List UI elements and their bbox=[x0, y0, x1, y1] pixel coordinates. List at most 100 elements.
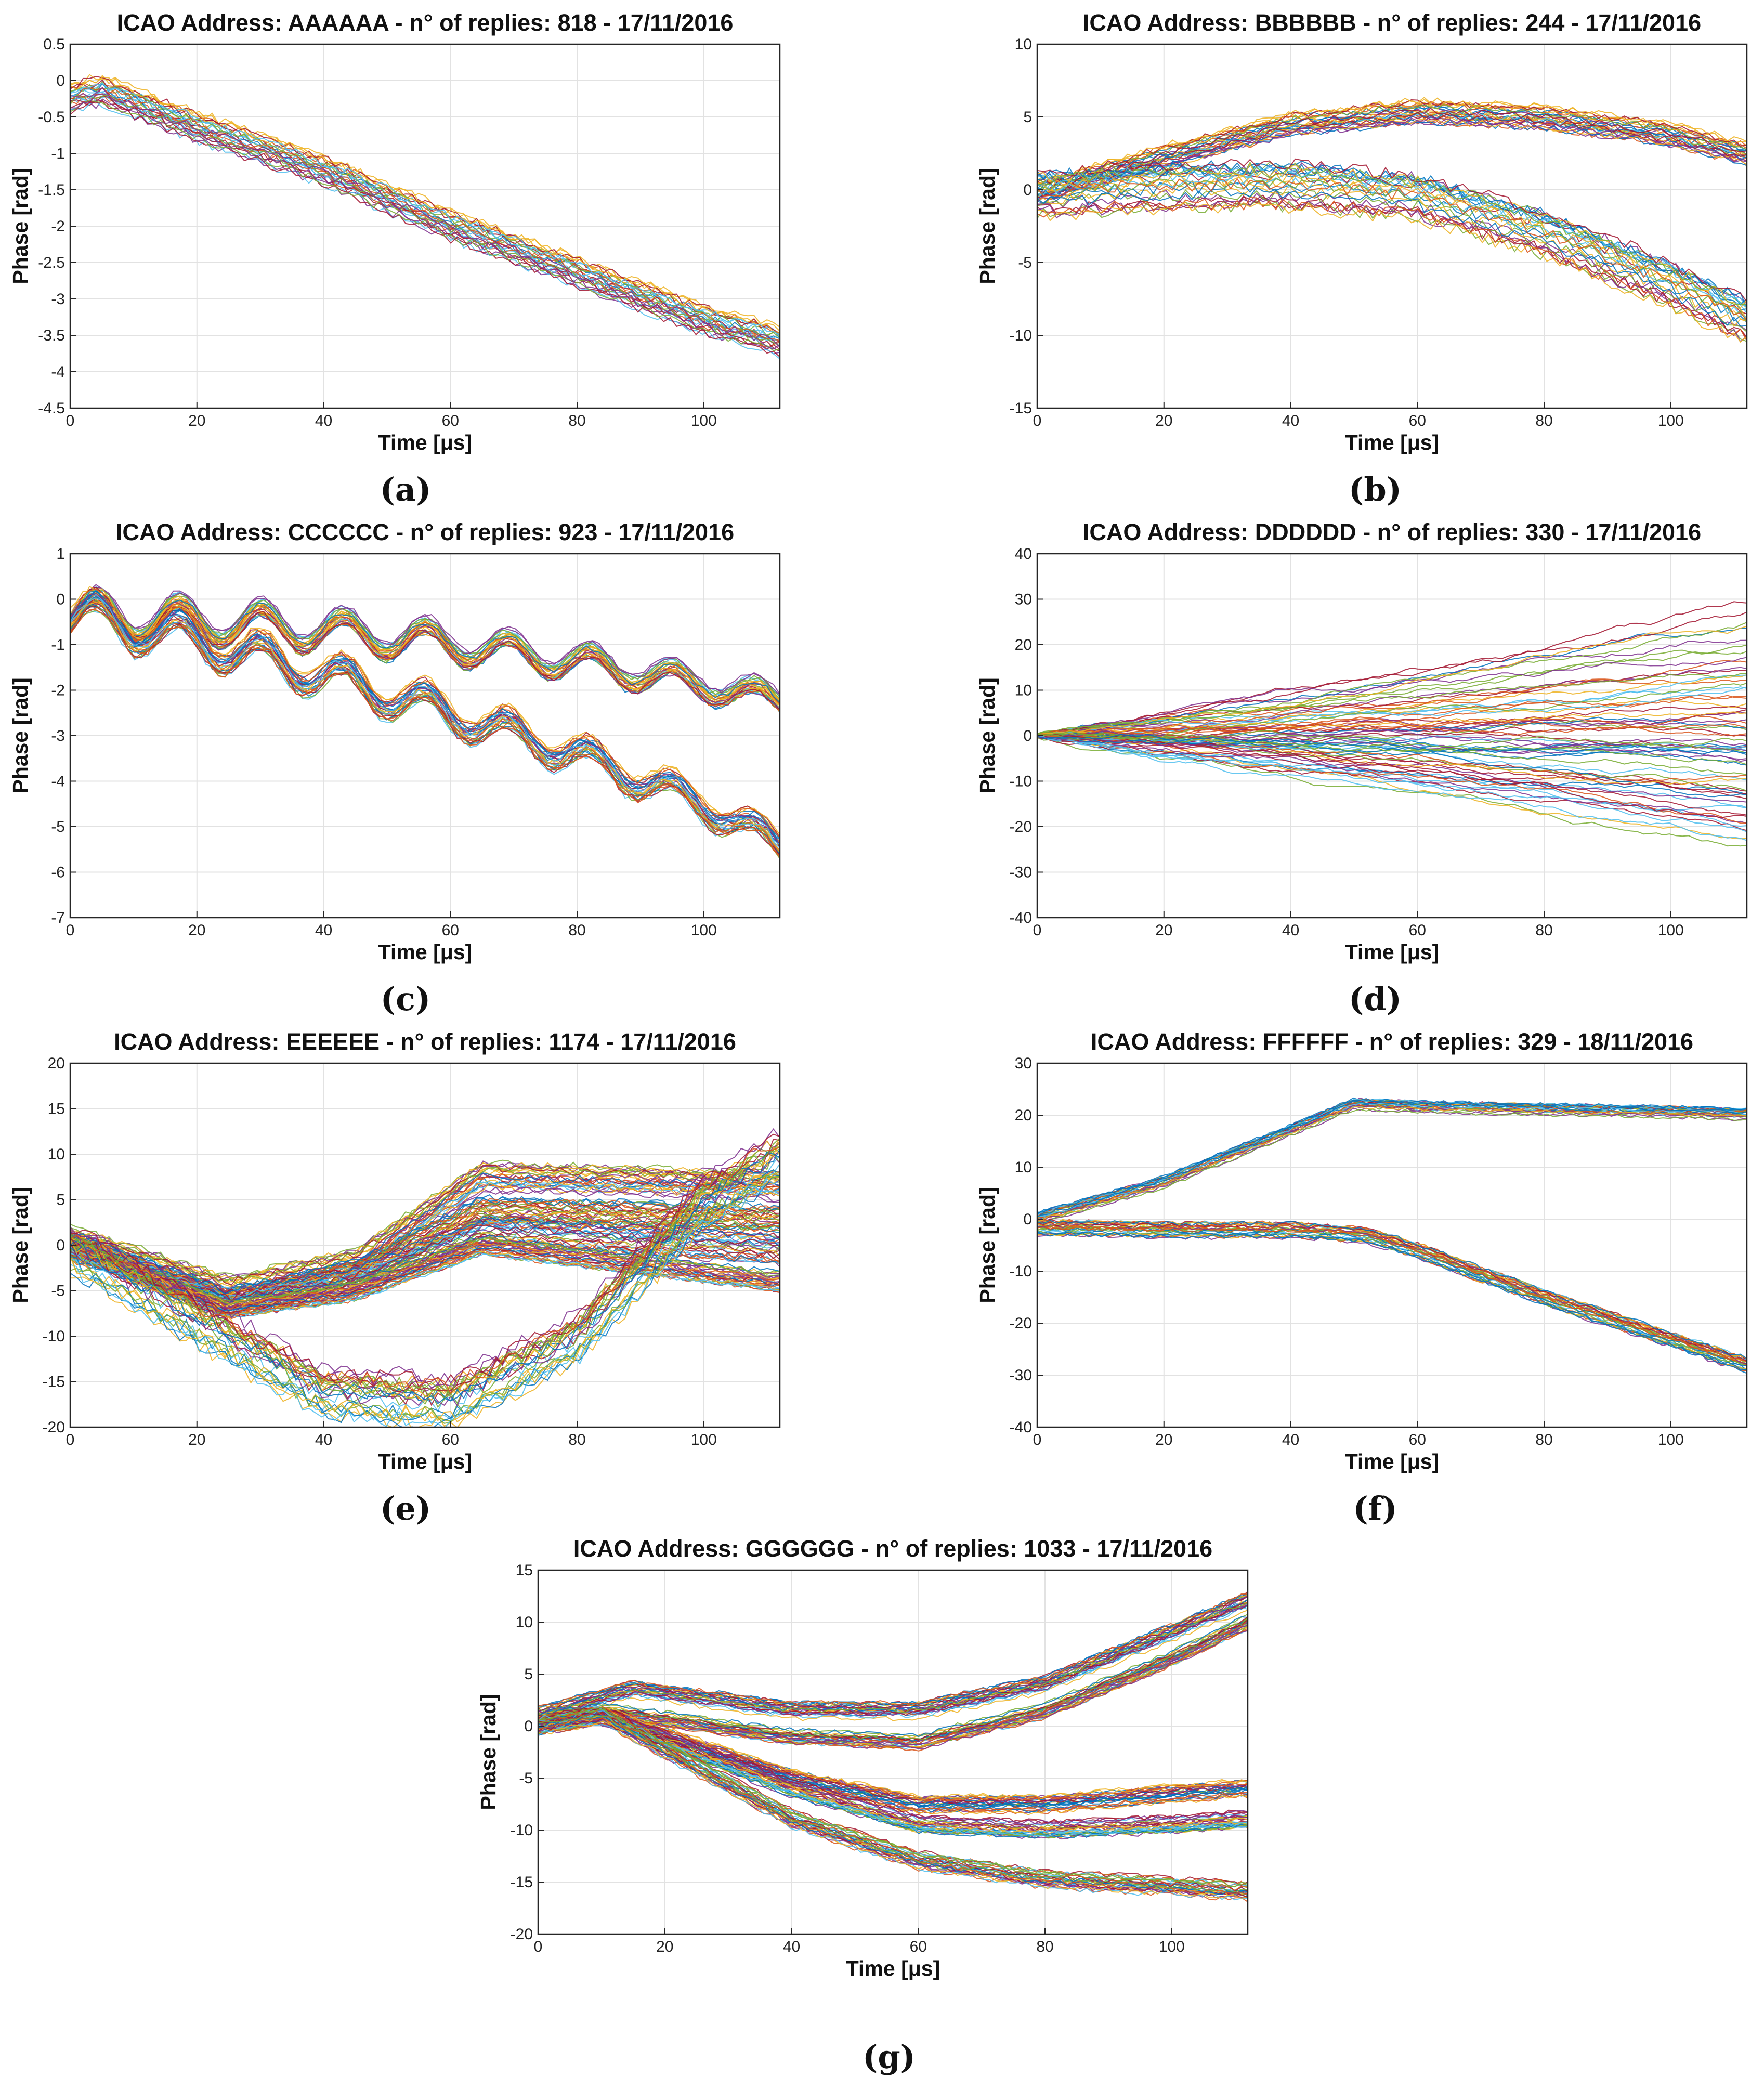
x-tick-label: 20 bbox=[656, 1938, 673, 1955]
series-trace bbox=[538, 1708, 1248, 1824]
x-tick-label: 40 bbox=[1282, 1431, 1299, 1448]
y-tick-label: -30 bbox=[1010, 864, 1032, 881]
series-trace bbox=[538, 1619, 1248, 1744]
y-tick-label: -3.5 bbox=[38, 327, 65, 344]
y-tick-label: 15 bbox=[516, 1562, 533, 1579]
y-tick-label: -15 bbox=[1010, 400, 1032, 417]
x-tick-label: 60 bbox=[1409, 1431, 1426, 1448]
series-trace bbox=[70, 1174, 780, 1424]
y-tick-label: -1 bbox=[51, 636, 65, 654]
x-tick-label: 20 bbox=[188, 922, 205, 939]
y-tick-label: 40 bbox=[1015, 545, 1032, 563]
y-tick-label: 10 bbox=[48, 1146, 65, 1163]
series-trace bbox=[1037, 1225, 1747, 1366]
series-trace bbox=[70, 606, 780, 856]
series-trace bbox=[70, 1139, 780, 1392]
y-tick-label: -1 bbox=[51, 145, 65, 162]
series-trace bbox=[70, 1171, 780, 1423]
y-tick-label: -5 bbox=[519, 1770, 533, 1787]
series-trace bbox=[70, 586, 780, 695]
y-tick-label: 5 bbox=[1023, 109, 1032, 126]
series-trace bbox=[1037, 187, 1747, 327]
y-axis-label: Phase [rad] bbox=[8, 677, 32, 793]
x-tick-label: 0 bbox=[1033, 922, 1042, 939]
y-tick-label: 5 bbox=[524, 1666, 533, 1683]
series-trace bbox=[70, 594, 780, 845]
x-tick-label: 0 bbox=[1033, 1431, 1042, 1448]
series-trace bbox=[538, 1715, 1248, 1893]
series-trace bbox=[1037, 160, 1747, 309]
chart-svg-b: 0 20 40 60 80 100 10 5 0 -5 -10 -15 ICAO Address: BB… bbox=[975, 9, 1748, 454]
chart-title: ICAO Address: BBBBBB - n° of replies: 24… bbox=[1083, 9, 1701, 36]
x-tick-label: 60 bbox=[442, 922, 459, 939]
y-axis-label: Phase [rad] bbox=[476, 1694, 500, 1810]
y-tick-label: -40 bbox=[1010, 1419, 1032, 1436]
y-tick-label: 0 bbox=[1023, 181, 1032, 199]
y-tick-label: -10 bbox=[43, 1328, 65, 1345]
series-trace bbox=[1037, 116, 1747, 203]
series-trace bbox=[1037, 197, 1747, 342]
chart-panel-f: 0 20 40 60 80 100 30 20 10 0 -10 -20 -30 -40 ICAO Addr… bbox=[967, 1019, 1757, 1477]
y-tick-label: -20 bbox=[1010, 818, 1032, 835]
chart-svg-e: 0 20 40 60 80 100 20 15 10 5 0 -5 -10 -15 -20 ICAO Addr… bbox=[8, 1028, 781, 1473]
x-tick-label: 80 bbox=[1535, 1431, 1552, 1448]
series-trace bbox=[1037, 1220, 1747, 1359]
series-trace bbox=[538, 1708, 1248, 1800]
traces-group bbox=[70, 74, 780, 360]
y-tick-label: -20 bbox=[511, 1926, 533, 1943]
x-tick-label: 40 bbox=[1282, 922, 1299, 939]
series-trace bbox=[538, 1710, 1248, 1802]
y-tick-label: -2.5 bbox=[38, 254, 65, 271]
series-trace bbox=[70, 100, 780, 358]
x-tick-label: 100 bbox=[1658, 1431, 1684, 1448]
chart-title: ICAO Address: DDDDDD - n° of replies: 33… bbox=[1083, 519, 1701, 545]
series-trace bbox=[1037, 622, 1747, 738]
series-trace bbox=[1037, 201, 1747, 343]
y-tick-label: 0 bbox=[56, 72, 65, 89]
y-tick-label: -7 bbox=[51, 909, 65, 926]
series-trace bbox=[1037, 682, 1747, 739]
series-trace bbox=[1037, 736, 1747, 831]
series-trace bbox=[538, 1708, 1248, 1825]
series-trace bbox=[1037, 730, 1747, 748]
x-tick-label: 20 bbox=[1155, 412, 1172, 429]
x-tick-label: 100 bbox=[1159, 1938, 1185, 1955]
chart-title: ICAO Address: FFFFFF - n° of replies: 32… bbox=[1091, 1028, 1693, 1055]
series-trace bbox=[1037, 1105, 1747, 1223]
caption-e: (e) bbox=[380, 1490, 432, 1527]
x-tick-label: 100 bbox=[691, 1431, 717, 1448]
series-trace bbox=[1037, 716, 1747, 736]
series-trace bbox=[70, 1216, 780, 1295]
y-tick-label: -30 bbox=[1010, 1367, 1032, 1384]
x-tick-label: 20 bbox=[1155, 1431, 1172, 1448]
chart-svg-c: 0 20 40 60 80 100 1 0 -1 -2 -3 -4 -5 -6 -7 ICAO Address… bbox=[8, 519, 781, 964]
y-tick-label: -10 bbox=[1010, 773, 1032, 790]
series-trace bbox=[1037, 165, 1747, 310]
y-axis-label: Phase [rad] bbox=[975, 168, 999, 284]
series-trace bbox=[70, 1178, 780, 1427]
y-tick-label: -1.5 bbox=[38, 181, 65, 199]
series-trace bbox=[538, 1716, 1248, 1897]
y-tick-label: -5 bbox=[51, 1283, 65, 1300]
x-tick-label: 80 bbox=[568, 412, 585, 429]
x-tick-label: 40 bbox=[1282, 412, 1299, 429]
y-tick-label: -6 bbox=[51, 864, 65, 881]
series-trace bbox=[538, 1596, 1248, 1714]
series-trace bbox=[1037, 158, 1747, 302]
x-axis-label: Time [μs] bbox=[378, 940, 473, 964]
series-trace bbox=[1037, 679, 1747, 737]
series-trace bbox=[538, 1630, 1248, 1749]
series-trace bbox=[70, 101, 780, 360]
y-tick-label: -2 bbox=[51, 682, 65, 699]
chart-svg-a: 0 20 40 60 80 100 0.5 0 -0.5 -1 -1.5 -2 -2.5 -3 -3.5 -4… bbox=[8, 9, 781, 454]
series-trace bbox=[538, 1722, 1248, 1839]
series-trace bbox=[70, 1167, 780, 1286]
y-tick-label: 5 bbox=[56, 1192, 65, 1209]
series-trace bbox=[1037, 734, 1747, 754]
series-trace bbox=[1037, 97, 1747, 181]
series-trace bbox=[70, 589, 780, 838]
chart-panel-d: 0 20 40 60 80 100 40 30 20 10 0 -10 -20 -30 -40 ICAO Ad… bbox=[967, 510, 1757, 967]
x-tick-label: 80 bbox=[568, 1431, 585, 1448]
x-tick-label: 40 bbox=[315, 1431, 332, 1448]
x-tick-label: 20 bbox=[1155, 922, 1172, 939]
